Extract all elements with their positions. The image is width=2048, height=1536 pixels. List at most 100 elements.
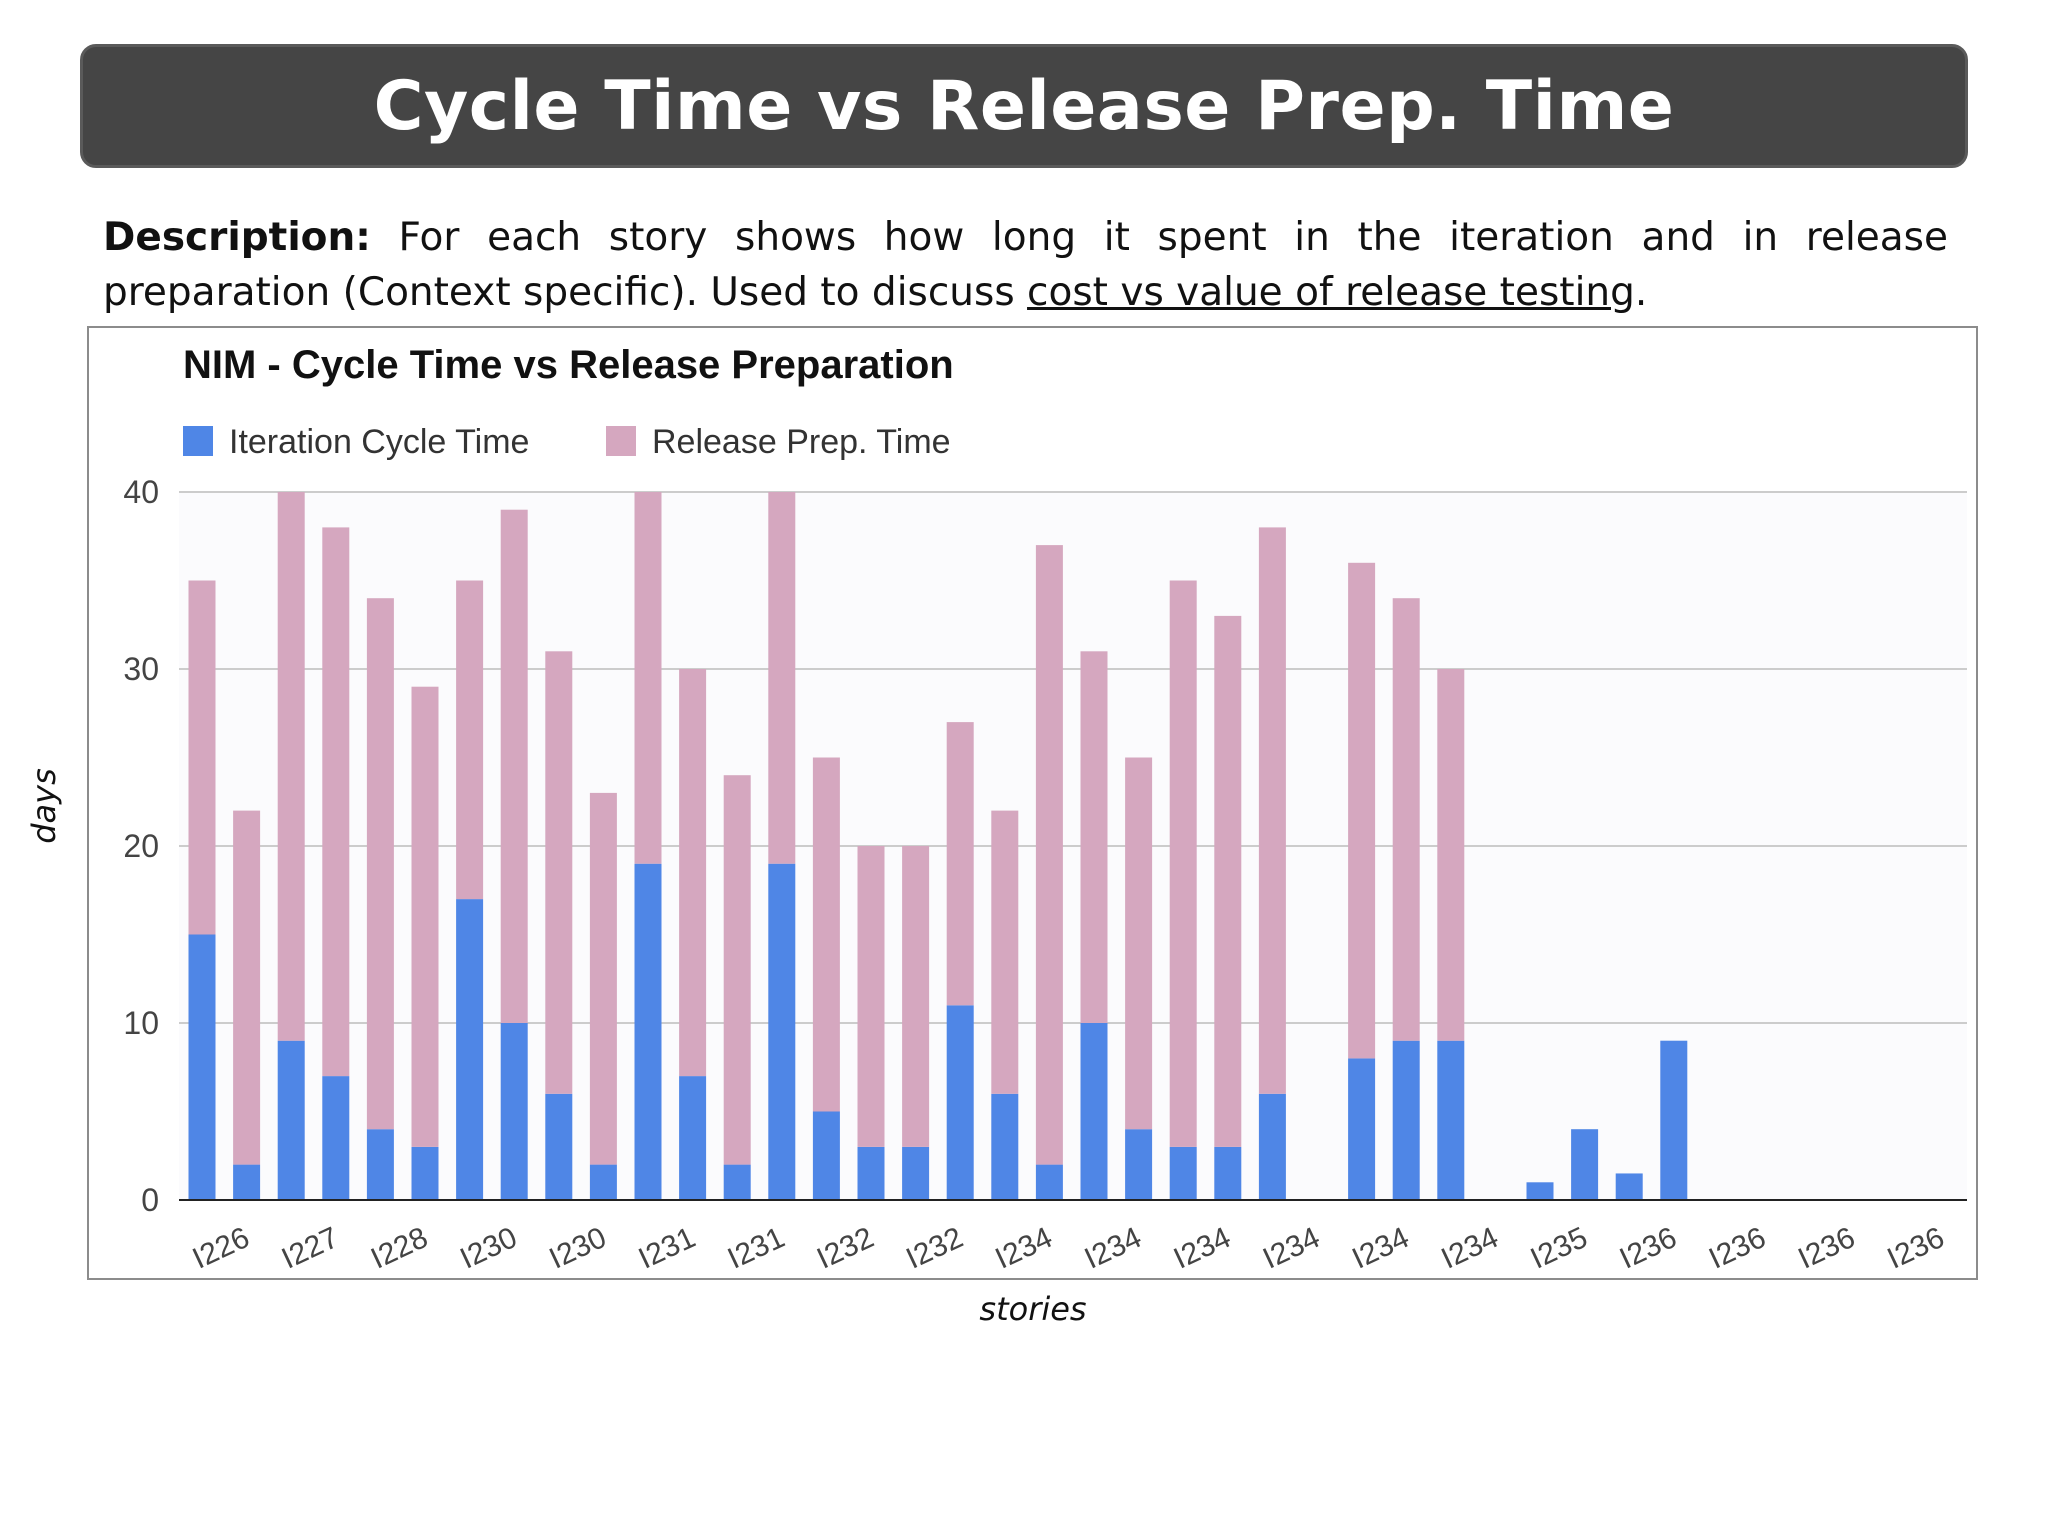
legend-swatch: [606, 426, 636, 456]
bar-segment: [679, 669, 707, 1077]
bar-segment: [723, 775, 751, 1165]
y-tick-label: 40: [123, 474, 159, 510]
stacked-bar-chart: NIM - Cycle Time vs Release Preparation I…: [123, 343, 1967, 1276]
chart-title: NIM - Cycle Time vs Release Preparation: [183, 343, 954, 387]
bar-segment: [1660, 1040, 1688, 1200]
description-link[interactable]: cost vs value of release testing: [1027, 270, 1635, 315]
bar-segment: [277, 492, 305, 1041]
bar-segment: [277, 1040, 305, 1200]
bar-segment: [1437, 669, 1465, 1041]
x-tick-label: I236: [1882, 1221, 1949, 1276]
x-axis-label: stories: [979, 1290, 1087, 1328]
x-tick-label: I230: [544, 1221, 611, 1276]
bar-segment: [322, 527, 350, 1077]
x-tick-label: I236: [1615, 1221, 1682, 1276]
chart-frame: NIM - Cycle Time vs Release Preparation I…: [87, 326, 1978, 1280]
bar-segment: [1348, 1058, 1376, 1200]
bar-segment: [188, 580, 216, 935]
x-tick-label: I235: [1526, 1221, 1593, 1276]
bar-segment: [768, 492, 796, 864]
bar-segment: [723, 1164, 751, 1200]
bar-segment: [188, 934, 216, 1200]
x-tick-label: I231: [723, 1221, 790, 1276]
bar-segment: [1526, 1182, 1554, 1200]
description-text: For each story shows how long it spent i…: [103, 215, 1948, 315]
x-tick-label: I234: [990, 1221, 1057, 1276]
bar-segment: [545, 651, 573, 1094]
x-tick-label: I228: [366, 1221, 433, 1276]
bar-segment: [946, 722, 974, 1006]
bar-segment: [1125, 1129, 1153, 1200]
bar-segment: [500, 509, 528, 1023]
bar-segment: [768, 863, 796, 1200]
bar-segment: [1258, 1093, 1286, 1200]
bar-segment: [1392, 1040, 1420, 1200]
bar-segment: [1080, 651, 1108, 1023]
bar-segment: [1258, 527, 1286, 1094]
bar-segment: [411, 1146, 439, 1200]
bar-segment: [1125, 757, 1153, 1130]
x-tick-label: I234: [1080, 1221, 1147, 1276]
bar-segment: [1214, 615, 1242, 1147]
slide-title-bar: Cycle Time vs Release Prep. Time: [80, 44, 1968, 168]
legend-swatch: [183, 426, 213, 456]
y-axis-label: days: [25, 768, 63, 844]
bar-segment: [1080, 1023, 1108, 1200]
bar-segment: [634, 492, 662, 864]
description-label: Description:: [103, 215, 371, 260]
bar-segment: [679, 1076, 707, 1200]
bar-segment: [1437, 1040, 1465, 1200]
bar-segment: [456, 899, 484, 1200]
bar-segment: [322, 1076, 350, 1200]
x-tick-label: I234: [1347, 1221, 1414, 1276]
x-tick-label: I234: [1436, 1221, 1503, 1276]
bar-segment: [1571, 1129, 1599, 1200]
bar-segment: [411, 686, 439, 1147]
bar-segment: [902, 1146, 930, 1200]
bar-segment: [589, 1164, 617, 1200]
x-tick-label: I231: [634, 1221, 701, 1276]
bar-segment: [545, 1093, 573, 1200]
x-tick-label: I232: [812, 1221, 879, 1276]
bar-segment: [991, 810, 1019, 1094]
y-tick-label: 30: [123, 651, 159, 687]
slide-description: Description: For each story shows how lo…: [103, 210, 1948, 320]
x-tick-label: I234: [1169, 1221, 1236, 1276]
bar-segment: [1169, 580, 1197, 1147]
bar-segment: [946, 1005, 974, 1200]
description-end: .: [1634, 270, 1648, 315]
y-tick-label: 10: [123, 1005, 159, 1041]
bar-segment: [589, 792, 617, 1165]
legend-label: Release Prep. Time: [652, 423, 951, 461]
bar-segment: [456, 580, 484, 900]
slide-title: Cycle Time vs Release Prep. Time: [373, 66, 1675, 146]
bar-segment: [857, 1146, 885, 1200]
bar-segment: [1392, 598, 1420, 1041]
bar-segment: [500, 1023, 528, 1200]
x-tick-label: I232: [901, 1221, 968, 1276]
bar-segment: [812, 1111, 840, 1200]
x-tick-label: I227: [277, 1221, 344, 1276]
x-tick-label: I230: [455, 1221, 522, 1276]
legend-label: Iteration Cycle Time: [229, 423, 529, 461]
bar-segment: [1169, 1146, 1197, 1200]
y-tick-label: 0: [141, 1182, 159, 1218]
bar-segment: [634, 863, 662, 1200]
bar-segment: [1348, 562, 1376, 1059]
bar-segment: [857, 846, 885, 1147]
bar-segment: [1035, 545, 1063, 1165]
x-tick-label: I226: [188, 1221, 255, 1276]
bar-segment: [812, 757, 840, 1112]
y-tick-label: 20: [123, 828, 159, 864]
x-tick-label: I236: [1793, 1221, 1860, 1276]
x-tick-label: I234: [1258, 1221, 1325, 1276]
bar-segment: [366, 598, 394, 1130]
bar-segment: [233, 1164, 261, 1200]
x-tick-label: I236: [1704, 1221, 1771, 1276]
bar-segment: [1035, 1164, 1063, 1200]
bar-segment: [902, 846, 930, 1147]
bar-segment: [233, 810, 261, 1165]
bar-segment: [366, 1129, 394, 1200]
bar-segment: [991, 1093, 1019, 1200]
bar-segment: [1615, 1173, 1643, 1200]
